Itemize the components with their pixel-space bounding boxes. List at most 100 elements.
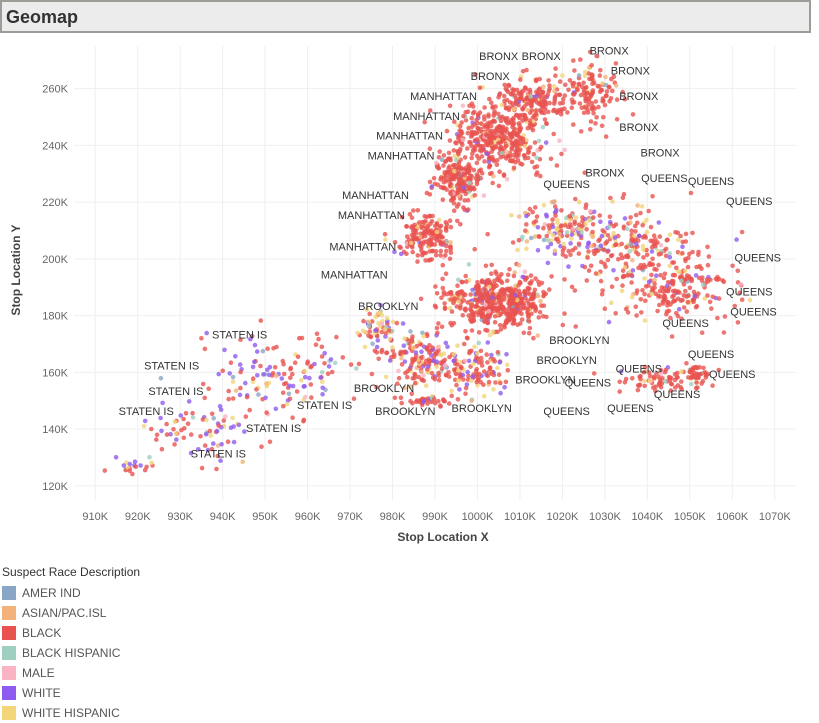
legend-item[interactable]: WHITE HISPANIC	[2, 703, 140, 723]
data-point[interactable]	[537, 309, 543, 315]
data-point[interactable]	[507, 267, 512, 272]
data-point[interactable]	[599, 233, 605, 239]
data-point[interactable]	[438, 223, 444, 229]
data-point[interactable]	[264, 381, 269, 386]
data-point[interactable]	[469, 378, 474, 384]
data-point[interactable]	[211, 441, 216, 446]
data-point[interactable]	[609, 300, 614, 306]
data-point[interactable]	[206, 386, 211, 392]
data-point[interactable]	[474, 153, 480, 159]
data-point[interactable]	[603, 134, 609, 139]
data-point[interactable]	[469, 315, 474, 320]
data-point[interactable]	[493, 269, 498, 274]
data-point[interactable]	[674, 265, 679, 271]
data-point[interactable]	[490, 329, 496, 334]
data-point[interactable]	[532, 234, 538, 239]
data-point[interactable]	[569, 232, 575, 237]
data-point[interactable]	[573, 215, 579, 220]
data-point[interactable]	[696, 252, 701, 258]
data-point[interactable]	[290, 383, 296, 389]
data-point[interactable]	[549, 238, 554, 243]
data-point[interactable]	[466, 125, 471, 131]
data-point[interactable]	[501, 93, 507, 99]
data-point[interactable]	[415, 208, 421, 213]
data-point[interactable]	[633, 229, 638, 234]
data-point[interactable]	[536, 138, 542, 144]
data-point[interactable]	[701, 365, 706, 371]
data-point[interactable]	[497, 91, 503, 96]
data-point[interactable]	[436, 398, 441, 404]
data-point[interactable]	[479, 279, 485, 284]
data-point[interactable]	[481, 193, 487, 198]
data-point[interactable]	[442, 301, 447, 306]
data-point[interactable]	[625, 254, 631, 260]
data-point[interactable]	[379, 329, 385, 335]
data-point[interactable]	[391, 352, 397, 357]
data-point[interactable]	[479, 363, 485, 368]
data-point[interactable]	[630, 257, 635, 263]
data-point[interactable]	[651, 374, 657, 380]
data-point[interactable]	[221, 418, 227, 423]
data-point[interactable]	[598, 243, 604, 248]
data-point[interactable]	[425, 364, 431, 369]
data-point[interactable]	[594, 248, 599, 254]
data-point[interactable]	[552, 88, 557, 94]
data-point[interactable]	[694, 380, 699, 385]
data-point[interactable]	[656, 293, 661, 299]
data-point[interactable]	[533, 111, 539, 117]
data-point[interactable]	[160, 400, 165, 406]
data-point[interactable]	[647, 378, 653, 383]
data-point[interactable]	[553, 66, 558, 71]
data-point[interactable]	[680, 250, 685, 256]
data-point[interactable]	[576, 226, 581, 232]
data-point[interactable]	[513, 283, 518, 288]
data-point[interactable]	[638, 376, 643, 382]
data-point[interactable]	[587, 49, 593, 55]
data-point[interactable]	[279, 376, 285, 381]
data-point[interactable]	[709, 306, 714, 311]
data-point[interactable]	[560, 322, 566, 328]
data-point[interactable]	[535, 333, 541, 338]
data-point[interactable]	[414, 236, 419, 242]
data-point[interactable]	[601, 98, 606, 103]
data-point[interactable]	[484, 151, 489, 156]
data-point[interactable]	[464, 165, 469, 170]
data-point[interactable]	[369, 371, 375, 377]
data-point[interactable]	[164, 432, 170, 437]
data-point[interactable]	[578, 129, 584, 134]
data-point[interactable]	[634, 241, 639, 247]
data-point[interactable]	[563, 82, 568, 88]
data-point[interactable]	[432, 377, 438, 382]
data-point[interactable]	[465, 207, 471, 212]
data-point[interactable]	[687, 285, 693, 291]
data-point[interactable]	[628, 220, 633, 225]
data-point[interactable]	[438, 229, 443, 234]
data-point[interactable]	[378, 302, 383, 308]
data-point[interactable]	[454, 382, 459, 388]
data-point[interactable]	[533, 276, 538, 281]
data-point[interactable]	[678, 233, 683, 239]
data-point[interactable]	[546, 229, 552, 235]
data-point[interactable]	[686, 274, 692, 279]
data-point[interactable]	[608, 195, 613, 201]
data-point[interactable]	[428, 242, 433, 247]
data-point[interactable]	[619, 288, 625, 294]
data-point[interactable]	[455, 218, 460, 224]
data-point[interactable]	[267, 364, 273, 370]
data-point[interactable]	[448, 191, 453, 196]
data-point[interactable]	[463, 308, 468, 313]
data-point[interactable]	[456, 378, 461, 383]
data-point[interactable]	[421, 334, 426, 339]
data-point[interactable]	[441, 292, 447, 297]
data-point[interactable]	[318, 375, 323, 380]
data-point[interactable]	[528, 90, 533, 95]
data-point[interactable]	[545, 92, 551, 97]
data-point[interactable]	[543, 212, 549, 218]
data-point[interactable]	[486, 114, 491, 119]
data-point[interactable]	[523, 291, 528, 297]
data-point[interactable]	[504, 278, 510, 284]
data-point[interactable]	[586, 249, 591, 254]
data-point[interactable]	[641, 370, 647, 375]
data-point[interactable]	[424, 345, 430, 351]
data-point[interactable]	[263, 395, 268, 401]
